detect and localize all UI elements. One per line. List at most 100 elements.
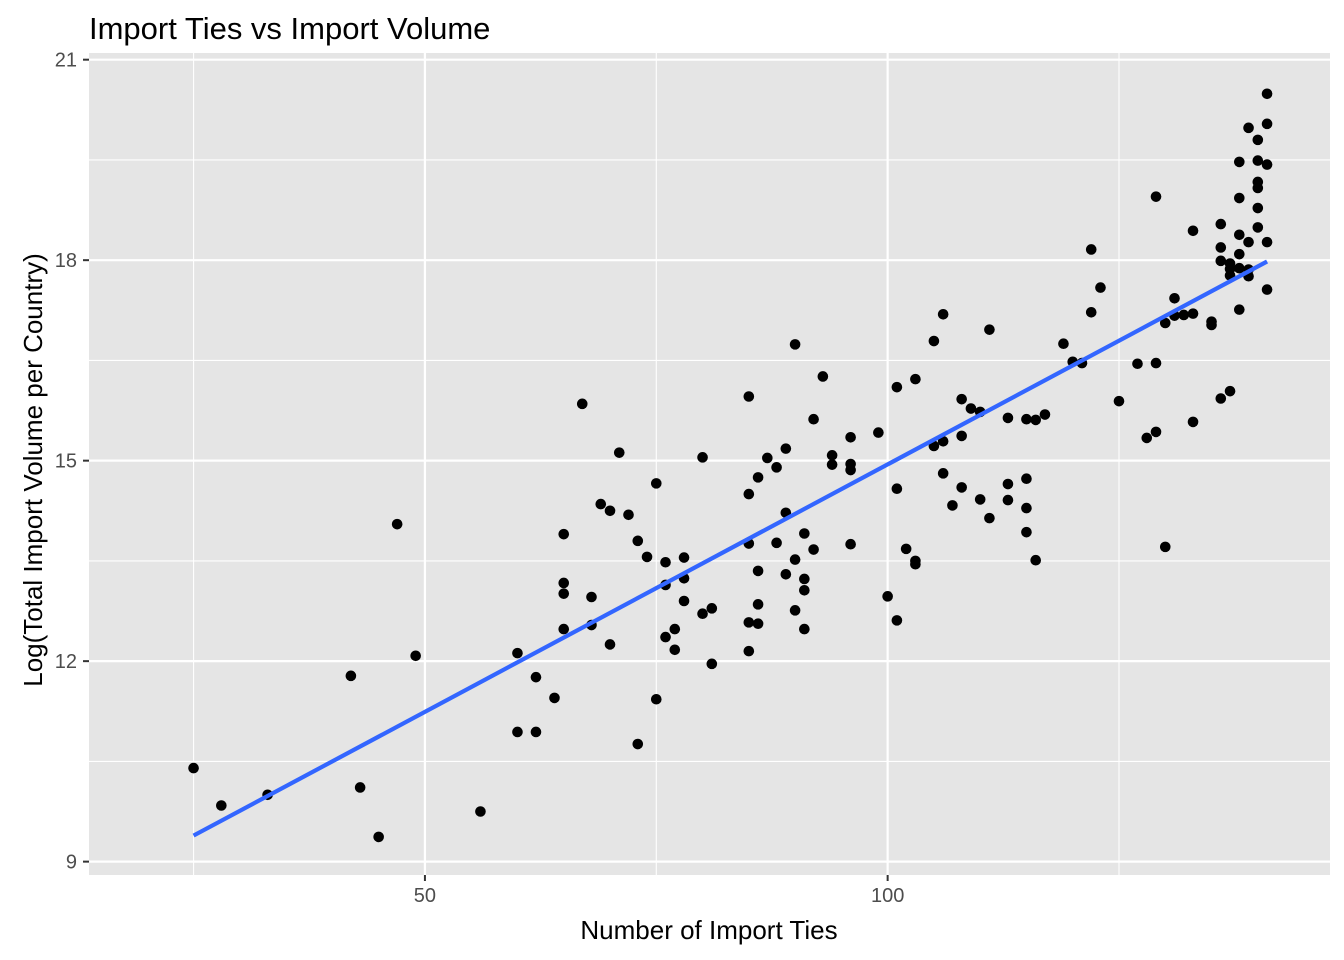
data-point — [678, 552, 690, 563]
data-point — [697, 608, 708, 619]
data-point — [965, 403, 977, 414]
data-point — [1021, 526, 1032, 538]
data-point — [1187, 416, 1199, 428]
data-point — [891, 483, 903, 495]
data-point — [1150, 191, 1162, 202]
data-point — [632, 535, 644, 547]
data-point — [799, 623, 810, 635]
data-point — [799, 528, 810, 539]
data-point — [826, 450, 838, 461]
data-point — [678, 595, 690, 607]
data-point — [558, 577, 570, 589]
data-point — [808, 413, 819, 425]
data-point — [799, 585, 810, 596]
data-point — [882, 591, 893, 602]
data-point — [1187, 225, 1199, 237]
data-point — [650, 693, 662, 705]
data-point — [1187, 308, 1199, 319]
data-point — [1234, 262, 1245, 274]
data-point — [743, 488, 755, 500]
data-point — [1039, 409, 1051, 420]
data-point — [1261, 118, 1273, 130]
data-point — [891, 381, 903, 393]
y-axis-label: Log(Total Import Volume per Country) — [18, 253, 48, 687]
data-point — [771, 537, 782, 549]
data-point — [1252, 202, 1264, 214]
data-points — [188, 88, 1273, 843]
y-tick-label: 12 — [55, 651, 77, 673]
data-point — [928, 335, 940, 347]
data-point — [558, 588, 570, 599]
data-point — [1234, 192, 1245, 204]
data-point — [1215, 242, 1227, 253]
data-point — [1150, 357, 1162, 369]
data-point — [1002, 478, 1014, 490]
data-point — [891, 615, 903, 626]
data-point — [1113, 395, 1125, 407]
data-point — [1252, 222, 1264, 233]
data-point — [1252, 134, 1264, 146]
data-point — [345, 670, 357, 682]
data-point — [1224, 385, 1236, 397]
data-point — [1252, 182, 1264, 194]
data-point — [1030, 414, 1042, 426]
data-point — [1058, 338, 1069, 350]
data-point — [1085, 244, 1097, 255]
data-point — [697, 452, 708, 463]
data-point — [1159, 541, 1171, 553]
data-point — [1150, 426, 1162, 438]
data-point — [650, 478, 662, 489]
y-tick-label: 21 — [55, 50, 77, 72]
data-point — [789, 339, 801, 350]
data-point — [1030, 554, 1042, 566]
y-axis: 9 12 15 18 21 — [55, 50, 89, 874]
data-point — [669, 644, 681, 656]
data-point — [604, 505, 616, 517]
data-point — [1234, 229, 1245, 241]
data-point — [1178, 309, 1190, 321]
data-point — [641, 551, 653, 563]
data-point — [1234, 156, 1245, 168]
data-point — [1252, 155, 1264, 166]
data-point — [956, 393, 967, 405]
data-point — [956, 430, 967, 442]
data-point — [937, 309, 949, 320]
data-point — [1206, 319, 1217, 331]
data-point — [595, 498, 607, 510]
y-tick-label: 9 — [66, 852, 77, 874]
data-point — [1261, 284, 1273, 295]
data-point — [1261, 236, 1273, 248]
data-point — [845, 464, 856, 476]
data-point — [706, 658, 718, 670]
data-point — [188, 762, 199, 774]
data-point — [910, 558, 921, 570]
data-point — [1261, 159, 1273, 170]
data-point — [743, 391, 755, 402]
data-point — [984, 512, 995, 524]
data-point — [1002, 412, 1014, 424]
x-tick-label: 100 — [871, 885, 904, 907]
data-point — [845, 538, 856, 550]
data-point — [1261, 88, 1273, 100]
data-point — [1234, 304, 1245, 315]
data-point — [558, 528, 570, 540]
data-point — [900, 543, 912, 555]
data-point — [632, 738, 644, 750]
data-point — [391, 518, 403, 530]
chart-title: Import Ties vs Import Volume — [89, 11, 490, 46]
data-point — [623, 509, 634, 521]
data-point — [910, 373, 921, 385]
data-point — [826, 459, 838, 470]
data-point — [373, 831, 384, 843]
data-point — [956, 482, 967, 493]
y-tick-label: 18 — [55, 250, 77, 272]
data-point — [947, 500, 958, 511]
data-point — [530, 671, 542, 683]
regression-line — [192, 259, 1269, 838]
data-point — [937, 435, 949, 447]
data-point — [1215, 393, 1227, 404]
data-point — [1243, 236, 1254, 248]
data-point — [873, 427, 884, 438]
data-point — [817, 371, 829, 382]
data-point — [752, 599, 764, 610]
